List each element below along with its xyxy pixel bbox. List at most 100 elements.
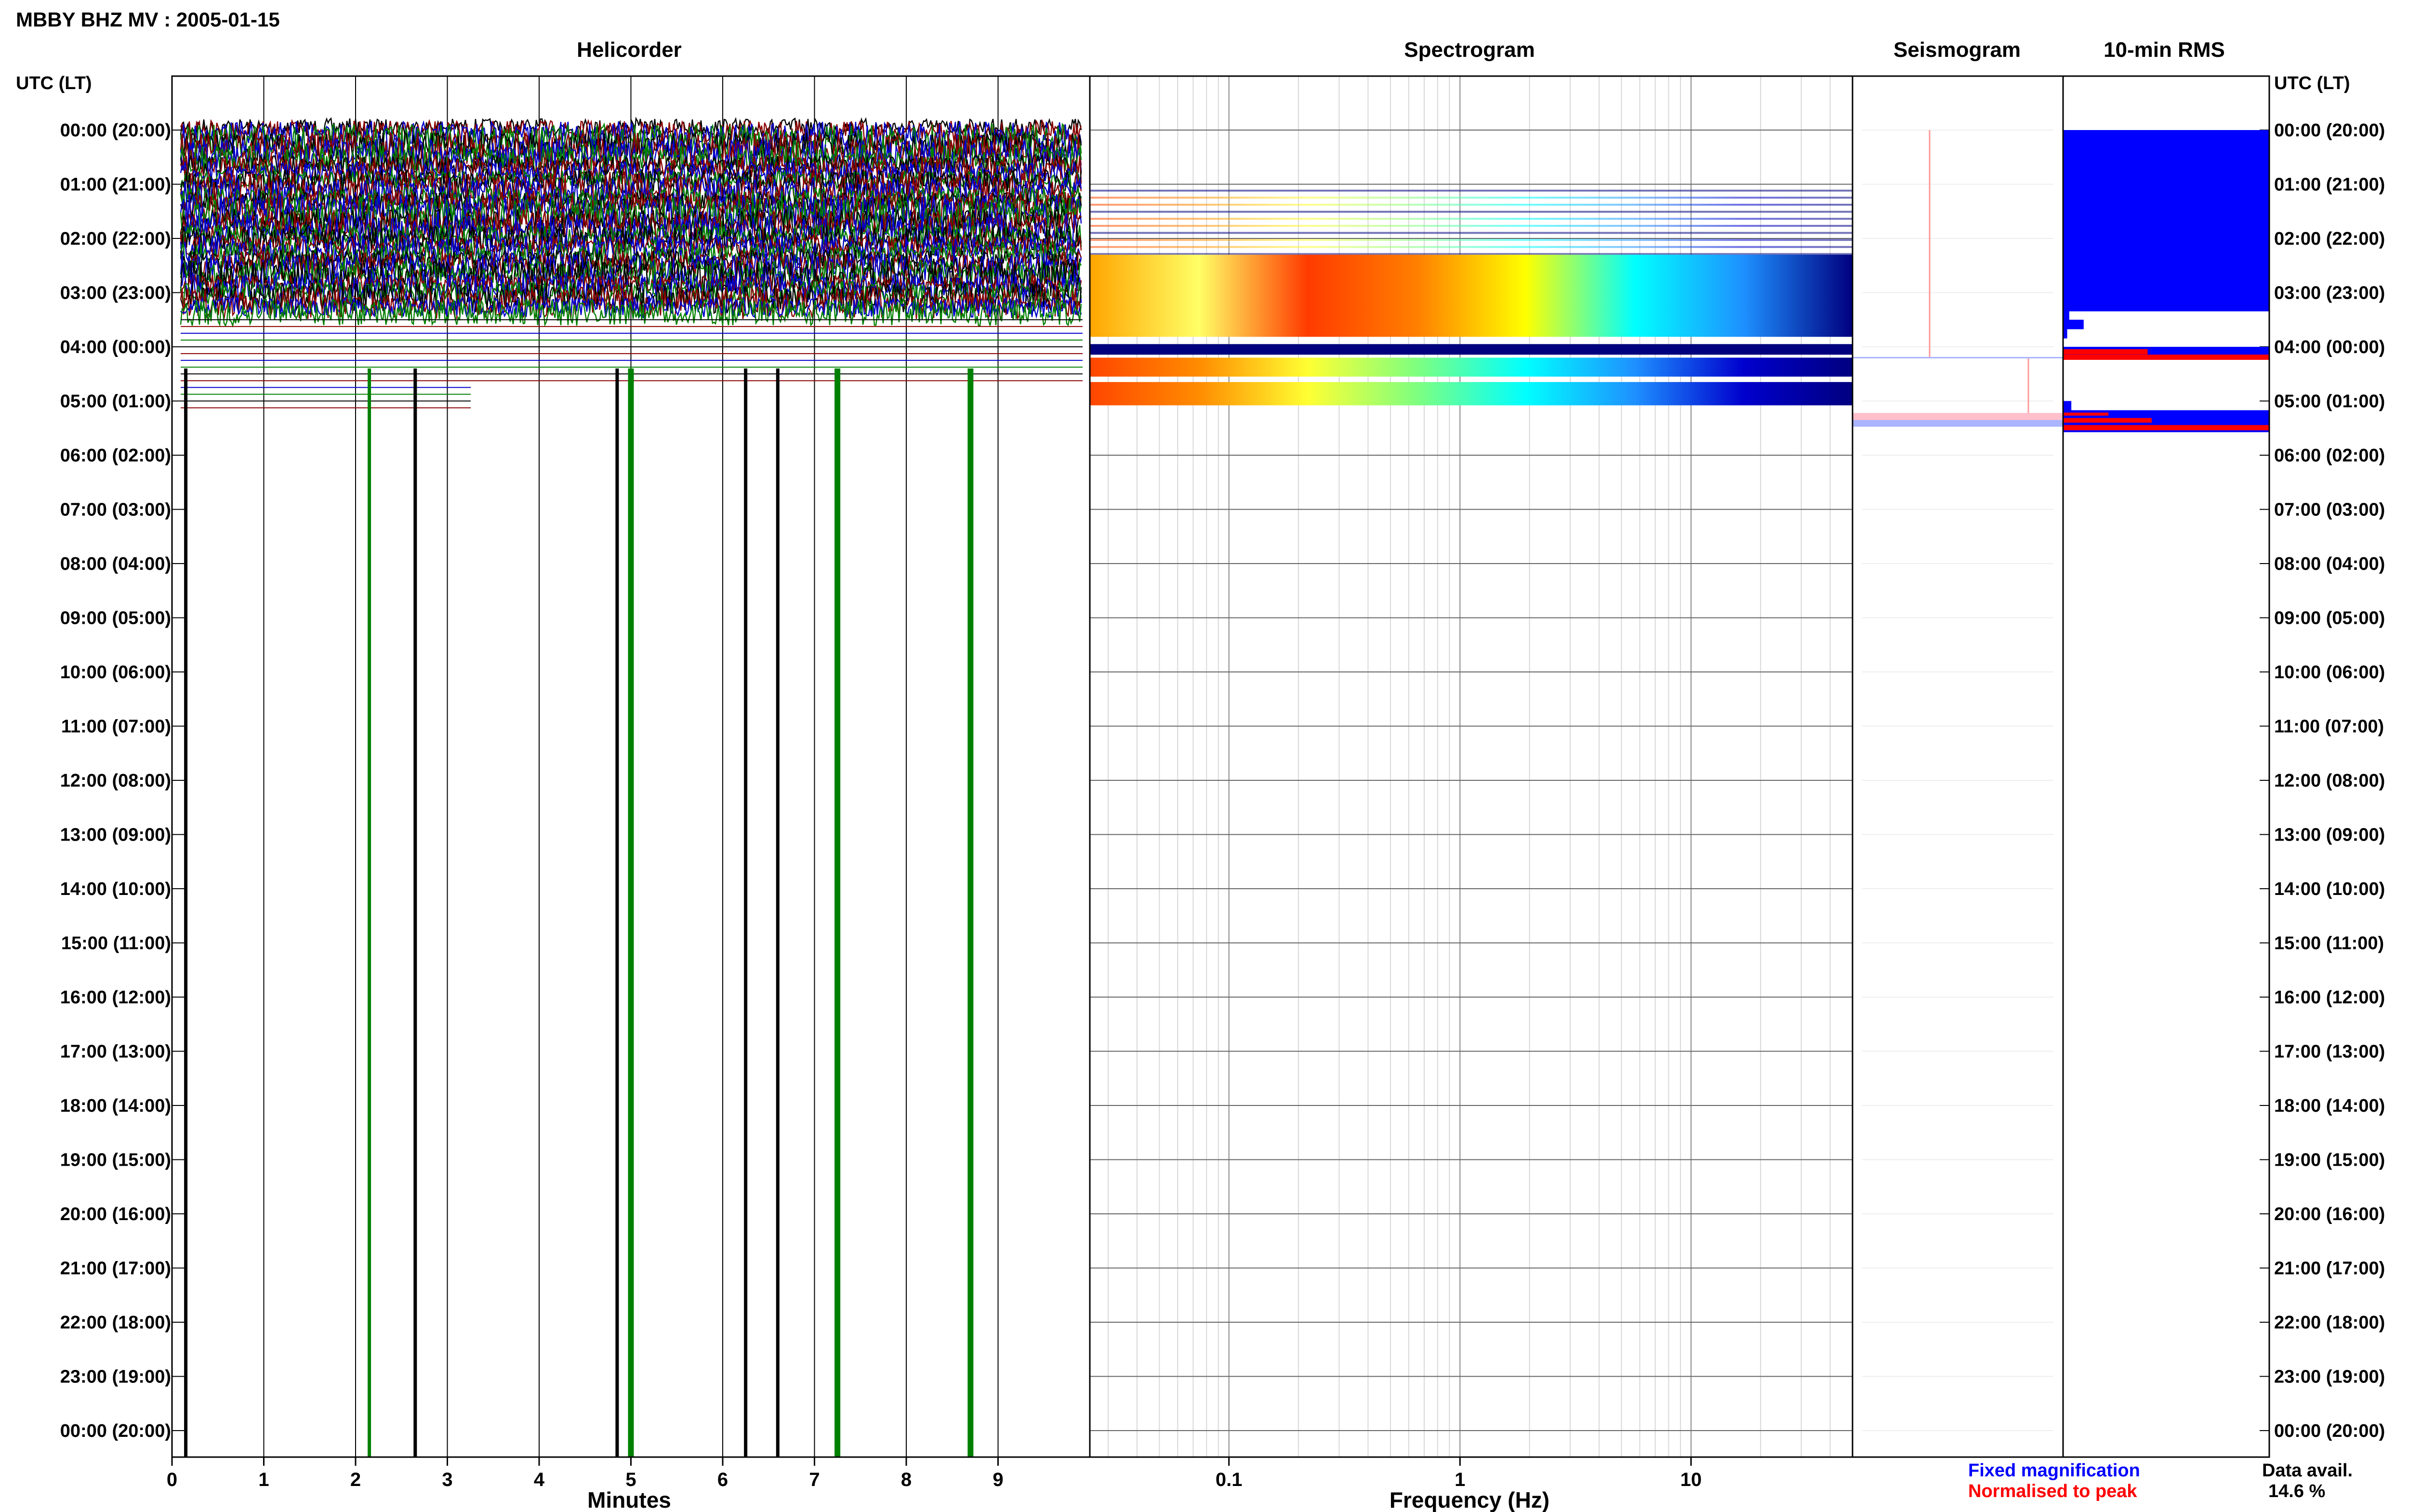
rms-normalised-bar bbox=[2063, 418, 2152, 423]
figure-title: MBBY BHZ MV : 2005-01-15 bbox=[16, 8, 280, 31]
spectrogram-band bbox=[1090, 218, 1853, 220]
time-label-right: 10:00 (06:00) bbox=[2274, 662, 2385, 683]
rms-fixed-bar bbox=[2063, 166, 2269, 176]
rms-fixed-bar bbox=[2063, 193, 2269, 203]
time-label-left: 00:00 (20:00) bbox=[60, 1421, 171, 1441]
spectrogram-xlabel: Frequency (Hz) bbox=[1390, 1487, 1549, 1512]
spectrogram-band bbox=[1090, 232, 1853, 234]
time-label-right: 17:00 (13:00) bbox=[2274, 1042, 2385, 1062]
panel-title-rms: 10-min RMS bbox=[2104, 38, 2225, 62]
time-label-right: 15:00 (11:00) bbox=[2274, 933, 2384, 954]
time-axis-label-left: UTC (LT) bbox=[16, 73, 92, 93]
legend-normalised-to-peak: Normalised to peak bbox=[1968, 1481, 2137, 1501]
time-label-right: 04:00 (00:00) bbox=[2274, 337, 2385, 357]
rms-fixed-bar bbox=[2063, 310, 2069, 320]
time-label-left: 14:00 (10:00) bbox=[60, 879, 171, 899]
data-avail-value: 14.6 % bbox=[2268, 1481, 2325, 1501]
time-label-left: 12:00 (08:00) bbox=[60, 771, 171, 791]
rms-fixed-bar bbox=[2063, 238, 2269, 248]
rms-fixed-bar bbox=[2063, 157, 2269, 167]
rms-normalised-bar bbox=[2063, 412, 2109, 418]
helicorder-tick-label: 5 bbox=[625, 1469, 636, 1490]
panel-title-spectrogram: Spectrogram bbox=[1404, 38, 1535, 62]
seismogram-panel bbox=[1852, 75, 2064, 1458]
helicorder-tick-label: 2 bbox=[350, 1469, 361, 1490]
rms-fixed-bar bbox=[2063, 302, 2269, 312]
spectrogram-band bbox=[1090, 326, 1853, 337]
time-label-left: 08:00 (04:00) bbox=[60, 554, 171, 574]
time-label-left: 10:00 (06:00) bbox=[60, 662, 171, 683]
rms-fixed-bar bbox=[2063, 148, 2269, 158]
helicorder-panel: 0 1 2 3 4 5 6 7 8 9 bbox=[167, 75, 1091, 1490]
rms-fixed-bar bbox=[2063, 202, 2269, 212]
seismogram-trace bbox=[1853, 413, 2063, 422]
spectrogram-tick-label: 0.1 bbox=[1216, 1469, 1243, 1490]
time-label-right: 23:00 (19:00) bbox=[2274, 1367, 2385, 1387]
spectrogram-band bbox=[1090, 344, 1853, 355]
data-avail-label: Data avail. bbox=[2262, 1460, 2353, 1481]
time-label-left: 06:00 (02:00) bbox=[60, 446, 171, 466]
helicorder-tick-label: 3 bbox=[442, 1469, 452, 1490]
rms-fixed-bar bbox=[2063, 248, 2269, 257]
helicorder-tick-label: 4 bbox=[534, 1469, 545, 1490]
spectrogram-band bbox=[1090, 246, 1853, 248]
spectrogram-band bbox=[1090, 357, 1853, 377]
rms-fixed-bar bbox=[2063, 184, 2269, 194]
spectrogram-band bbox=[1090, 204, 1853, 206]
time-label-right: 22:00 (18:00) bbox=[2274, 1313, 2385, 1333]
time-label-right: 09:00 (05:00) bbox=[2274, 608, 2385, 629]
time-label-right: 18:00 (14:00) bbox=[2274, 1096, 2385, 1116]
rms-fixed-bar bbox=[2063, 220, 2269, 230]
time-label-left: 21:00 (17:00) bbox=[60, 1259, 171, 1279]
time-label-left: 11:00 (07:00) bbox=[61, 717, 171, 737]
time-label-left: 03:00 (23:00) bbox=[60, 283, 171, 303]
rms-normalised-bar bbox=[2063, 425, 2269, 431]
helicorder-tick-label: 7 bbox=[809, 1469, 820, 1490]
time-label-right: 20:00 (16:00) bbox=[2274, 1204, 2385, 1224]
spectrogram-band bbox=[1090, 224, 1853, 227]
time-label-right: 08:00 (04:00) bbox=[2274, 554, 2385, 574]
time-labels-right: 00:00 (20:00) 01:00 (21:00) 02:00 (22:00) 0… bbox=[2274, 120, 2385, 1441]
helicorder-trace bbox=[180, 160, 1082, 190]
rms-normalised-bar bbox=[2063, 349, 2148, 355]
time-labels-left: 00:00 (20:00) 01:00 (21:00) 02:00 (22:00) 0… bbox=[60, 120, 171, 1441]
time-label-left: 16:00 (12:00) bbox=[60, 987, 171, 1008]
spectrogram-band bbox=[1090, 210, 1853, 213]
spectrogram-band bbox=[1090, 382, 1853, 406]
rms-panel bbox=[2062, 75, 2270, 1458]
helicorder-trace bbox=[180, 252, 1082, 288]
time-label-right: 07:00 (03:00) bbox=[2274, 500, 2385, 520]
helicorder-tick-label: 9 bbox=[993, 1469, 1003, 1490]
time-label-right: 01:00 (21:00) bbox=[2274, 175, 2385, 195]
time-label-right: 12:00 (08:00) bbox=[2274, 771, 2385, 791]
time-label-right: 16:00 (12:00) bbox=[2274, 987, 2385, 1008]
time-label-right: 21:00 (17:00) bbox=[2274, 1259, 2385, 1279]
time-axis-label-right: UTC (LT) bbox=[2274, 73, 2350, 93]
time-label-left: 04:00 (00:00) bbox=[60, 337, 171, 357]
seismogram-frame bbox=[1852, 75, 2064, 1458]
time-label-right: 06:00 (02:00) bbox=[2274, 446, 2385, 466]
panel-title-helicorder: Helicorder bbox=[577, 38, 682, 62]
rms-fixed-bar bbox=[2063, 175, 2269, 185]
rms-frame bbox=[2062, 75, 2270, 1458]
time-label-right: 03:00 (23:00) bbox=[2274, 283, 2385, 303]
time-label-left: 05:00 (01:00) bbox=[60, 392, 171, 412]
rms-fixed-bar bbox=[2063, 319, 2084, 329]
time-label-right: 00:00 (20:00) bbox=[2274, 120, 2385, 141]
rms-fixed-bar bbox=[2063, 401, 2072, 411]
time-label-left: 07:00 (03:00) bbox=[60, 500, 171, 520]
legend-fixed-magnification: Fixed magnification bbox=[1968, 1460, 2140, 1481]
time-label-right: 05:00 (01:00) bbox=[2274, 392, 2385, 412]
time-label-left: 01:00 (21:00) bbox=[60, 175, 171, 195]
time-label-left: 15:00 (11:00) bbox=[61, 933, 171, 954]
spectrogram-band bbox=[1090, 253, 1853, 255]
spectrogram-tick-label: 1 bbox=[1455, 1469, 1465, 1490]
rms-fixed-bar bbox=[2063, 139, 2269, 149]
time-label-left: 19:00 (15:00) bbox=[60, 1150, 171, 1170]
panel-title-seismogram: Seismogram bbox=[1893, 38, 2021, 62]
spectrogram-panel: 0.1 1 10 bbox=[1089, 75, 1853, 1490]
helicorder-tick-label: 1 bbox=[258, 1469, 269, 1490]
helicorder-xlabel: Minutes bbox=[587, 1487, 671, 1512]
rms-normalised-bar bbox=[2063, 355, 2269, 360]
